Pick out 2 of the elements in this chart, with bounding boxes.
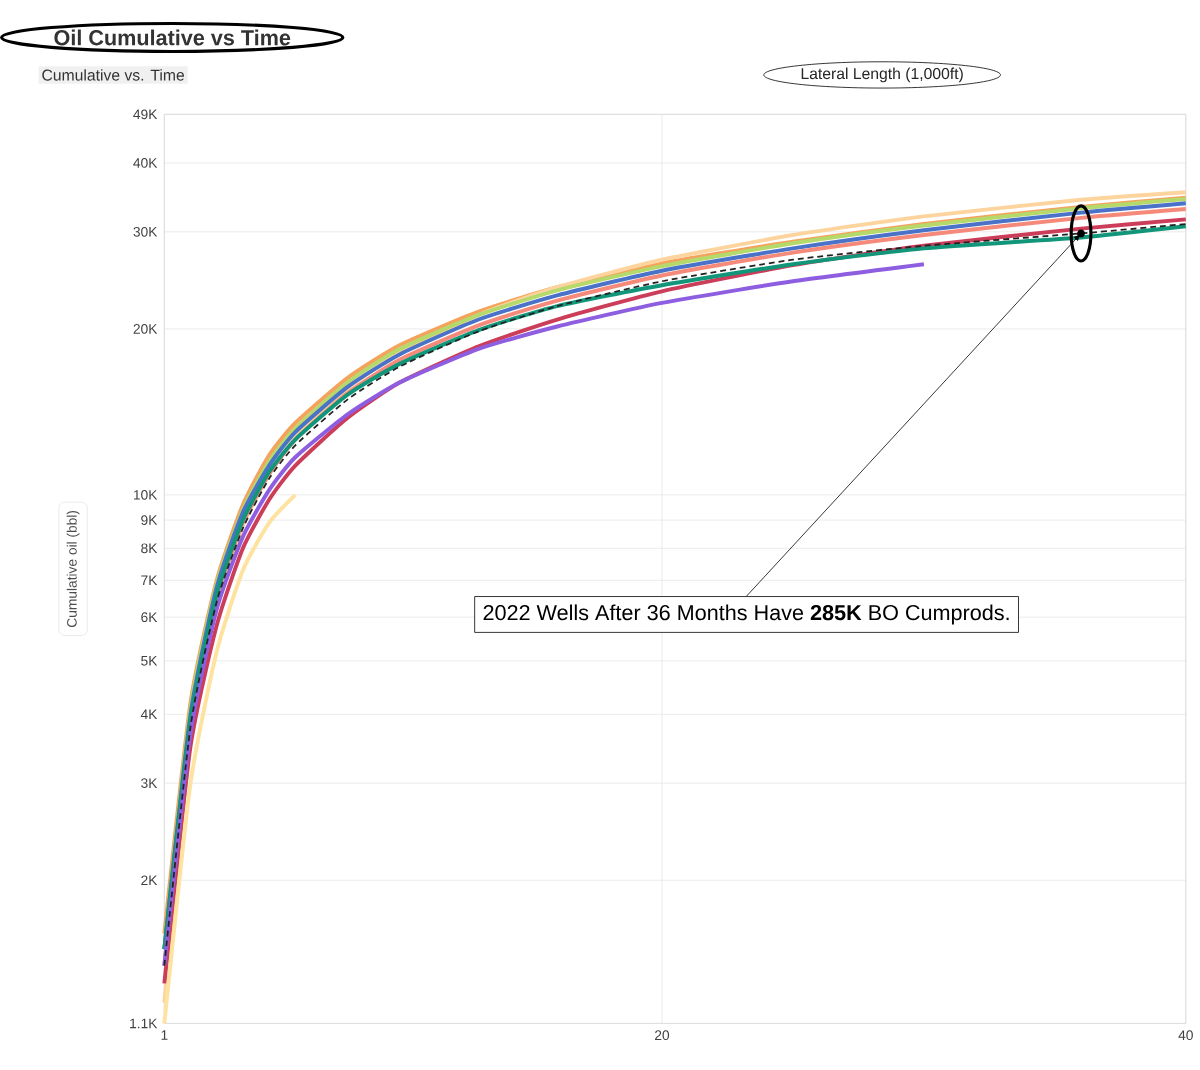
chart-title: Oil Cumulative vs Time <box>54 29 291 46</box>
annotation: 2022 Wells After 36 Months Have 285K BO Cumprods. <box>483 604 1009 625</box>
